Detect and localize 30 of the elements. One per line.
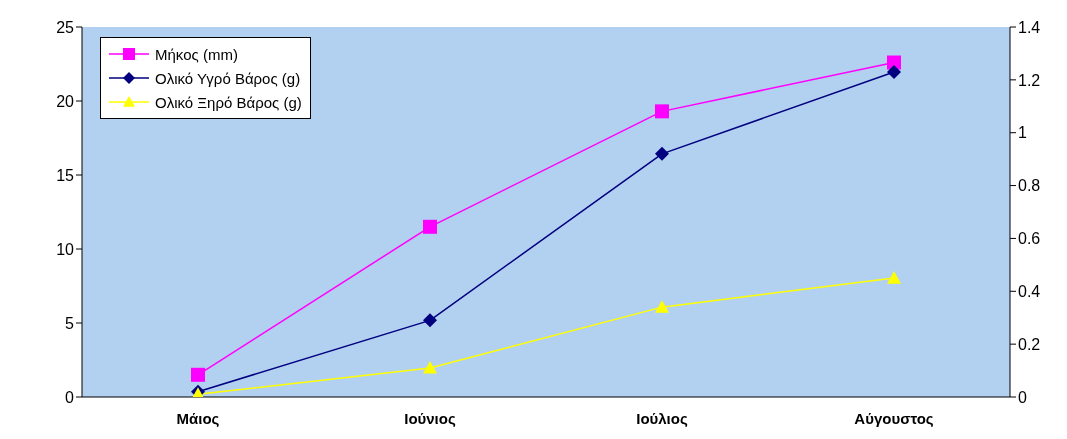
x-tick-label: Ιούνιος <box>404 409 456 427</box>
y-tick-label: 20 <box>56 92 75 110</box>
y2-tick-label: 1 <box>1018 124 1027 142</box>
point <box>423 219 437 234</box>
point <box>191 367 205 382</box>
y-tick-label: 15 <box>56 166 75 184</box>
y2-tick-label: 0.8 <box>1018 177 1041 195</box>
x-tick-label: Μάιος <box>176 409 220 427</box>
y-tick-label: 5 <box>65 314 75 332</box>
legend-label: Ολικό Υγρό Βάρος (g) <box>155 69 301 87</box>
y2-tick-label: 1.4 <box>1018 18 1041 36</box>
y2-tick-label: 0 <box>1018 388 1027 406</box>
legend-label: Μήκος (mm) <box>155 45 238 63</box>
y2-tick-label: 0.4 <box>1018 282 1041 300</box>
point <box>655 104 669 119</box>
point <box>423 360 437 374</box>
y-tick-label: 0 <box>65 388 75 406</box>
point <box>887 271 901 284</box>
y2-tick-label: 0.6 <box>1018 230 1041 248</box>
legend-label: Ολικό Ξηρό Βάρος (g) <box>155 93 302 111</box>
point <box>655 146 669 161</box>
point <box>887 64 901 79</box>
y-tick-label: 25 <box>56 18 75 36</box>
y-tick-label: 10 <box>56 240 75 258</box>
x-tick-label: Αύγουστος <box>854 409 934 427</box>
y2-tick-label: 0.2 <box>1018 335 1041 353</box>
x-tick-label: Ιούλιος <box>636 409 688 427</box>
point <box>655 300 669 313</box>
point <box>423 313 437 328</box>
y2-tick-label: 1.2 <box>1018 71 1041 89</box>
